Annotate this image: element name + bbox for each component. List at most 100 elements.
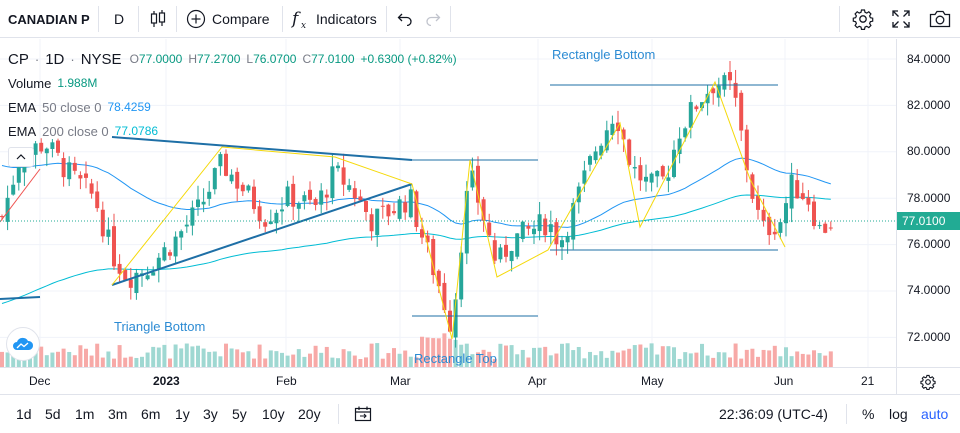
volume-bar — [487, 351, 492, 367]
volume-bar — [336, 358, 340, 367]
clock-timezone[interactable]: 22:36:09 (UTC-4) — [719, 406, 828, 422]
candle-body — [795, 180, 800, 199]
volume-bar — [548, 355, 553, 367]
volume-bar — [610, 350, 615, 367]
candle-body — [218, 154, 223, 167]
low-value: 76.0700 — [253, 52, 297, 66]
candle-body — [201, 201, 206, 205]
auto-toggle[interactable]: auto — [921, 406, 949, 422]
redo-button[interactable] — [424, 0, 442, 38]
open-value: 77.0000 — [138, 52, 183, 66]
volume-bar — [11, 351, 16, 367]
candle-body — [750, 174, 755, 199]
redo-icon — [426, 13, 441, 26]
volume-bar — [683, 352, 688, 367]
volume-bar — [431, 338, 436, 367]
candle-body — [464, 190, 469, 254]
candle-body — [498, 247, 503, 260]
candle-body — [308, 189, 312, 200]
volume-bar — [817, 353, 822, 367]
candle-body — [448, 310, 452, 332]
legend-exchange: NYSE — [80, 50, 122, 68]
volume-bar — [263, 358, 268, 367]
time-axis[interactable]: Dec 2023 Feb Mar Apr May Jun 21 — [0, 367, 960, 395]
time-tick: Apr — [528, 374, 547, 388]
candle-body — [212, 168, 217, 190]
candle-body — [621, 129, 626, 140]
snapshot-button[interactable] — [929, 0, 951, 38]
volume-bar — [823, 355, 828, 367]
log-toggle[interactable]: log — [889, 406, 908, 422]
candlestick-icon — [150, 10, 166, 27]
price-chart[interactable]: Rectangle Bottom Triangle Bottom Rectangle… — [0, 39, 896, 367]
symbol-legend[interactable]: CP · 1D · NYSE O 77.0000 H 77.2700 L 76.070… — [8, 47, 457, 71]
chart-pane[interactable]: Rectangle Bottom Triangle Bottom Rectangle… — [0, 39, 960, 367]
go-to-date-button[interactable] — [352, 404, 374, 424]
volume-bar — [526, 357, 531, 367]
volume-bar — [464, 343, 469, 367]
legend-collapse-button[interactable] — [8, 147, 34, 167]
candle-body — [84, 173, 88, 178]
rectangle-bottom-label: Rectangle Bottom — [552, 47, 655, 62]
range-20y[interactable]: 20y — [298, 406, 321, 422]
range-5d[interactable]: 5d — [45, 406, 61, 422]
volume-bar — [420, 336, 424, 367]
candle-body — [408, 189, 413, 218]
time-tick: Dec — [29, 374, 51, 388]
volume-bar — [224, 343, 228, 367]
range-3m[interactable]: 3m — [108, 406, 128, 422]
ema200-legend[interactable]: EMA 200 close 0 77.0786 — [8, 119, 457, 143]
range-10y[interactable]: 10y — [262, 406, 285, 422]
plus-circle-icon — [186, 9, 206, 29]
price-tick: 74.0000 — [907, 283, 951, 297]
volume-legend[interactable]: Volume 1.988M — [8, 71, 457, 95]
volume-bar — [716, 352, 721, 367]
price-axis[interactable]: 84.0000 82.0000 80.0000 78.0000 76.0000 … — [896, 39, 960, 367]
range-1d[interactable]: 1d — [16, 406, 32, 422]
trend-line — [0, 296, 41, 300]
volume-bar — [67, 351, 72, 367]
compare-button[interactable]: Compare — [186, 0, 270, 38]
volume-bar — [448, 338, 452, 367]
candle-body — [470, 170, 475, 188]
volume-bar — [800, 353, 805, 367]
percent-toggle[interactable]: % — [862, 406, 875, 422]
candle-body — [683, 128, 688, 138]
settings-button[interactable] — [852, 0, 874, 38]
interval-button[interactable]: D — [114, 11, 125, 27]
volume-bar — [554, 353, 559, 367]
candle-body — [599, 145, 604, 156]
volume-bar — [744, 349, 749, 367]
range-3y[interactable]: 3y — [203, 406, 218, 422]
bottom-toolbar: 1d 5d 1m 3m 6m 1y 3y 5y 10y 20y 22:36:09… — [0, 396, 960, 433]
toolbar-divider — [450, 6, 451, 32]
candle-body — [123, 269, 128, 280]
volume-bar — [140, 356, 144, 367]
candle-body — [324, 194, 329, 198]
volume-bar — [246, 351, 251, 367]
toolbar-divider — [386, 6, 387, 32]
candle-body — [263, 222, 268, 227]
volume-bar — [5, 352, 10, 367]
candle-body — [207, 191, 212, 199]
tradingview-logo[interactable] — [6, 327, 40, 361]
volume-bar — [319, 352, 324, 367]
candle-body — [509, 251, 514, 262]
volume-bar — [504, 345, 508, 367]
volume-bar — [151, 346, 156, 367]
volume-bar — [218, 356, 223, 367]
fullscreen-button[interactable] — [891, 0, 911, 38]
volume-bar — [498, 343, 503, 367]
range-5y[interactable]: 5y — [232, 406, 247, 422]
range-1y[interactable]: 1y — [175, 406, 190, 422]
undo-button[interactable] — [396, 0, 414, 38]
ema50-legend[interactable]: EMA 50 close 0 78.4259 — [8, 95, 457, 119]
volume-bar — [156, 347, 161, 367]
axis-settings-button[interactable] — [918, 372, 938, 392]
chart-type-button[interactable] — [148, 0, 168, 38]
symbol-search[interactable]: CANADIAN P — [8, 11, 90, 27]
range-1m[interactable]: 1m — [75, 406, 95, 422]
range-6m[interactable]: 6m — [141, 406, 161, 422]
